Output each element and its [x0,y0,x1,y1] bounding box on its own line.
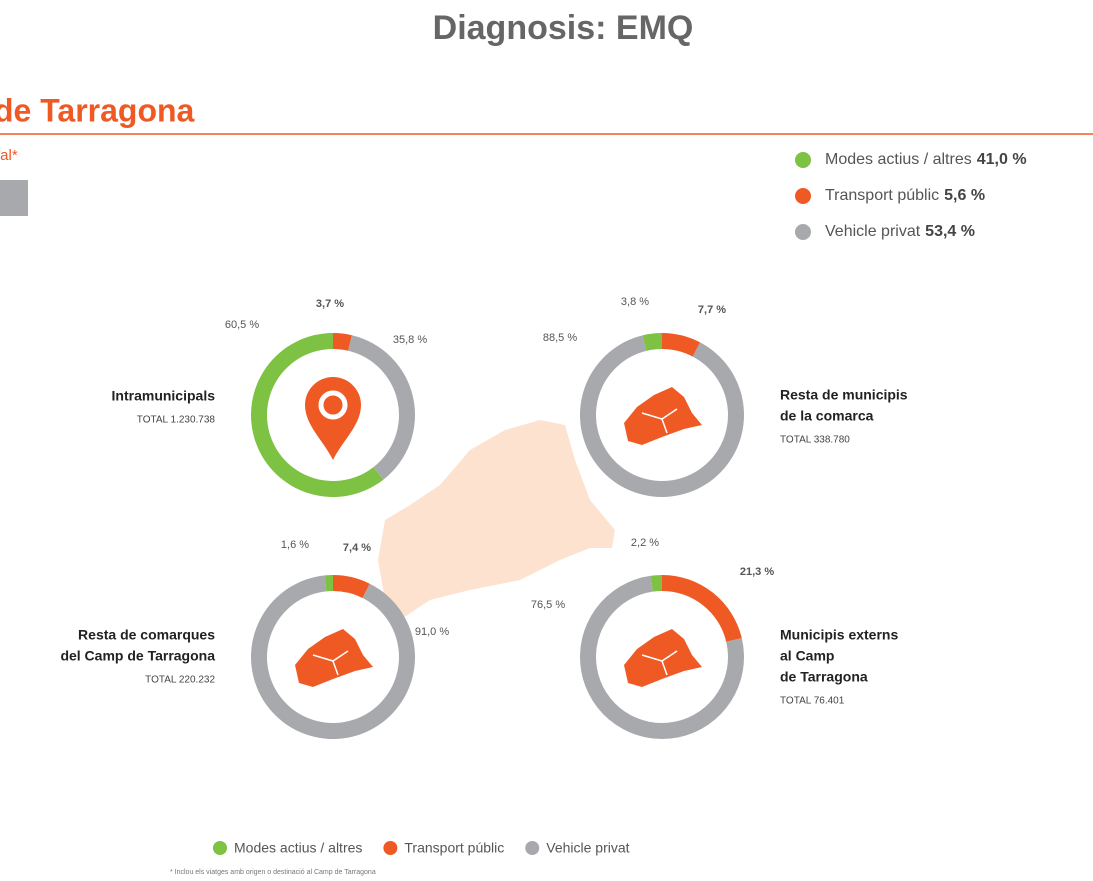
slice-label: 2,2 % [631,537,659,549]
footnote: * Inclou els viatges amb origen o destin… [170,869,376,876]
chart-title: de la comarca [780,408,874,424]
donut-slice [650,574,662,592]
donut-slice [662,575,742,642]
chart-total: TOTAL 76.401 [780,696,845,707]
slice-label: 21,3 % [740,566,774,578]
legend-dot [795,188,811,204]
slice-label: 35,8 % [393,334,427,346]
section-title: de Tarragona [0,92,195,128]
donut-slice [642,333,662,351]
slice-label: 7,4 % [343,542,371,554]
legend-label: Transport públic [825,187,939,204]
legend-value: 41,0 % [977,151,1027,168]
slice-label: 3,8 % [621,296,649,308]
slice-label: 7,7 % [698,304,726,316]
slice-label: 1,6 % [281,539,309,551]
page-title: Diagnosis: EMQ [433,9,694,47]
chart-title: al Camp [780,648,834,664]
legend-value: 53,4 % [925,223,975,240]
donut-slice [333,575,370,599]
chart-total: TOTAL 338.780 [780,435,850,446]
map-lines [641,408,678,434]
slice-label: 88,5 % [543,332,577,344]
chart-total: TOTAL 220.232 [145,675,215,686]
legend-label: Modes actius / altres [825,151,972,168]
gray-block [0,180,28,216]
chart-title: Resta de municipis [780,387,908,403]
chart-title: del Camp de Tarragona [60,648,215,664]
donut-slice [333,333,352,351]
map-lines [641,650,678,676]
legend-label: Vehicle privat [825,223,921,240]
map-icon [295,629,373,687]
chart-title: Municipis externs [780,627,898,643]
legend-label: Vehicle privat [546,840,629,856]
subtitle: tal* [0,147,18,164]
legend-dot [383,841,398,855]
legend-dot [213,841,227,855]
chart-title: Intramunicipals [112,388,216,404]
slice-label: 3,7 % [316,298,344,310]
legend-dot [795,152,811,168]
chart-title: Resta de comarques [78,627,215,643]
donut-slice [662,333,701,357]
donut-slice [324,574,333,592]
legend-value: 5,6 % [944,187,985,204]
donut-slice [250,333,384,497]
legend-dot [525,841,540,855]
map-lines [312,650,349,676]
chart-total: TOTAL 1.230.738 [137,415,216,426]
slice-label: 76,5 % [531,599,565,611]
pin-hole [318,390,348,420]
donut-slice [348,335,415,480]
region-map [378,420,615,620]
legend-dot [795,224,811,240]
slice-label: 60,5 % [225,319,259,331]
slice-label: 91,0 % [415,626,449,638]
chart-title: de Tarragona [780,669,868,685]
legend-label: Transport públic [404,840,504,856]
map-icon [624,387,702,445]
map-icon [624,629,702,687]
legend-label: Modes actius / altres [234,840,362,856]
